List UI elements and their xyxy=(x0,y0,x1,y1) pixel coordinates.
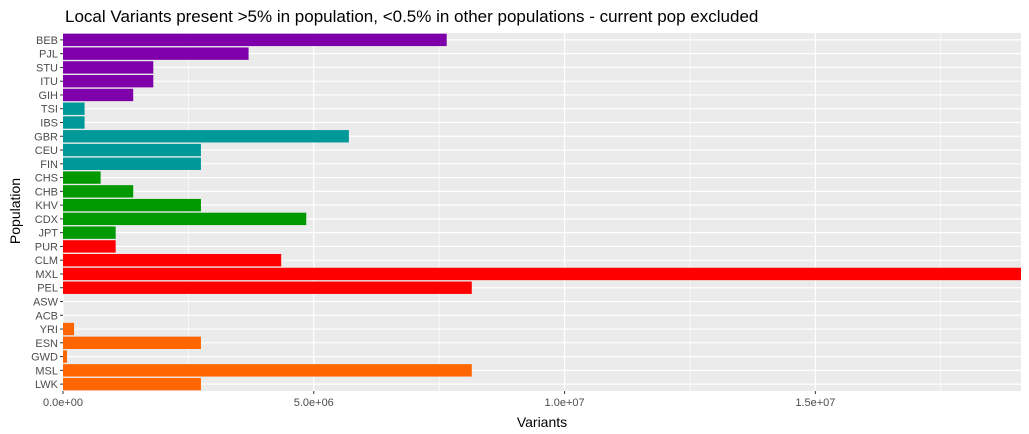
y-tick-label: ESN xyxy=(35,338,58,350)
y-tick-label: PUR xyxy=(35,241,58,253)
x-axis: 0.0e+00 5.0e+06 1.0e+07 1.5e+07 xyxy=(43,391,835,409)
y-tick-label: CLM xyxy=(35,255,58,267)
y-tick-label: ITU xyxy=(40,76,58,88)
y-tick-label: IBS xyxy=(40,118,58,130)
x-axis-title: Variants xyxy=(517,414,567,430)
y-tick-label: GBR xyxy=(34,131,58,143)
bar-lwk xyxy=(63,377,201,391)
bar-ceu xyxy=(63,143,201,157)
y-tick-label: LWK xyxy=(35,379,59,391)
y-tick-label: JPT xyxy=(38,228,58,240)
bar-stu xyxy=(63,61,154,74)
y-tick-label: YRI xyxy=(40,324,58,336)
y-tick-label: CHS xyxy=(35,173,58,185)
y-tick-label: GWD xyxy=(31,352,58,364)
y-tick-label: KHV xyxy=(35,200,58,212)
bar-gwd xyxy=(63,350,68,363)
bar-msl xyxy=(63,364,472,377)
bar-esn xyxy=(63,336,201,350)
y-tick-label: BEB xyxy=(36,35,58,47)
y-tick-label: TSI xyxy=(41,104,58,116)
bar-chb xyxy=(63,185,134,198)
bar-pjl xyxy=(63,47,249,60)
bar-pur xyxy=(63,240,116,253)
bar-cdx xyxy=(63,212,307,226)
bar-tsi xyxy=(63,102,85,115)
y-tick-label: PEL xyxy=(37,283,58,295)
y-tick-label: ACB xyxy=(35,310,58,322)
x-tick-label: 0.0e+00 xyxy=(43,397,83,409)
bar-khv xyxy=(63,198,201,212)
y-axis-title: Population xyxy=(7,178,23,244)
y-tick-label: CHB xyxy=(35,186,58,198)
bar-gih xyxy=(63,88,134,102)
bar-jpt xyxy=(63,226,116,239)
bar-yri xyxy=(63,322,75,336)
y-tick-label: CDX xyxy=(35,214,59,226)
y-tick-label: PJL xyxy=(39,49,58,61)
bar-chs xyxy=(63,171,101,184)
y-tick-label: CEU xyxy=(35,145,58,157)
bar-beb xyxy=(63,33,447,47)
bar-pel xyxy=(63,281,472,294)
bar-gbr xyxy=(63,130,349,143)
bar-fin xyxy=(63,157,201,171)
y-tick-label: FIN xyxy=(40,159,58,171)
bar-mxl xyxy=(63,267,1021,281)
y-tick-label: ASW xyxy=(33,297,59,309)
bars-group xyxy=(63,33,1021,391)
plot-panel xyxy=(62,33,1021,391)
y-tick-label: MSL xyxy=(35,365,58,377)
bar-ibs xyxy=(63,116,85,129)
x-tick-label: 1.5e+07 xyxy=(795,397,835,409)
y-tick-label: STU xyxy=(36,62,58,74)
bar-itu xyxy=(63,74,154,88)
chart-title: Local Variants present >5% in population… xyxy=(65,7,758,26)
x-tick-label: 5.0e+06 xyxy=(294,397,334,409)
bar-clm xyxy=(63,253,282,267)
x-tick-label: 1.0e+07 xyxy=(545,397,585,409)
y-tick-label: GIH xyxy=(38,90,58,102)
panel-background xyxy=(63,33,1021,391)
y-tick-label: MXL xyxy=(35,269,58,281)
